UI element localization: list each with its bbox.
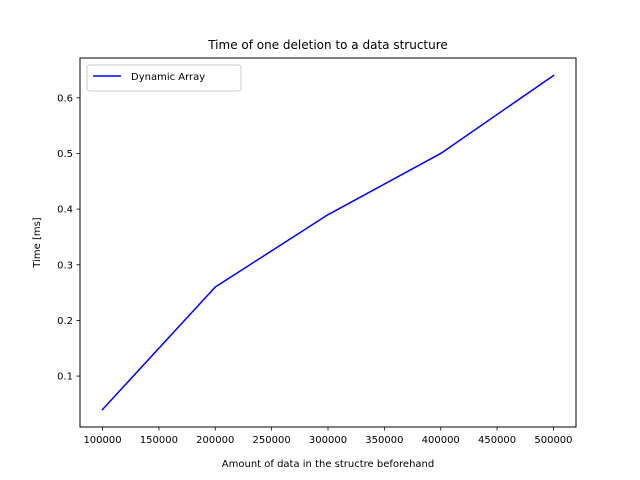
y-tick-label: 0.1 [57, 372, 73, 383]
x-tick-label: 500000 [534, 435, 572, 446]
data-point [214, 286, 217, 288]
y-tick-label: 0.3 [57, 260, 73, 271]
data-point [552, 74, 555, 77]
y-axis-ticks: 0.1 0.2 0.3 0.4 0.5 0.6 [57, 93, 80, 383]
legend-box [86, 64, 242, 92]
x-tick-label: 400000 [422, 435, 460, 446]
y-tick-label: 0.2 [57, 316, 73, 327]
y-tick-label: 0.5 [57, 149, 73, 160]
x-axis-label: Amount of data in the structre beforehan… [222, 459, 434, 470]
y-axis-label: Time [ms] [32, 217, 43, 269]
chart-title: Time of one deletion to a data structure [207, 38, 448, 52]
y-tick-label: 0.6 [57, 93, 73, 104]
x-tick-label: 100000 [83, 435, 121, 446]
y-tick-label: 0.4 [57, 205, 73, 216]
x-tick-label: 450000 [478, 435, 516, 446]
legend: Dynamic Array [86, 64, 242, 92]
x-tick-label: 300000 [309, 435, 347, 446]
series-layer [101, 74, 555, 411]
x-tick-label: 250000 [253, 435, 291, 446]
x-tick-label: 350000 [365, 435, 403, 446]
x-tick-label: 150000 [140, 435, 178, 446]
x-axis-ticks: 100000 150000 200000 250000 300000 350000 4000… [83, 427, 573, 446]
data-point [439, 152, 442, 155]
legend-label: Dynamic Array [131, 72, 205, 83]
data-point [327, 213, 329, 216]
x-tick-label: 200000 [196, 435, 234, 446]
data-point [101, 408, 104, 411]
